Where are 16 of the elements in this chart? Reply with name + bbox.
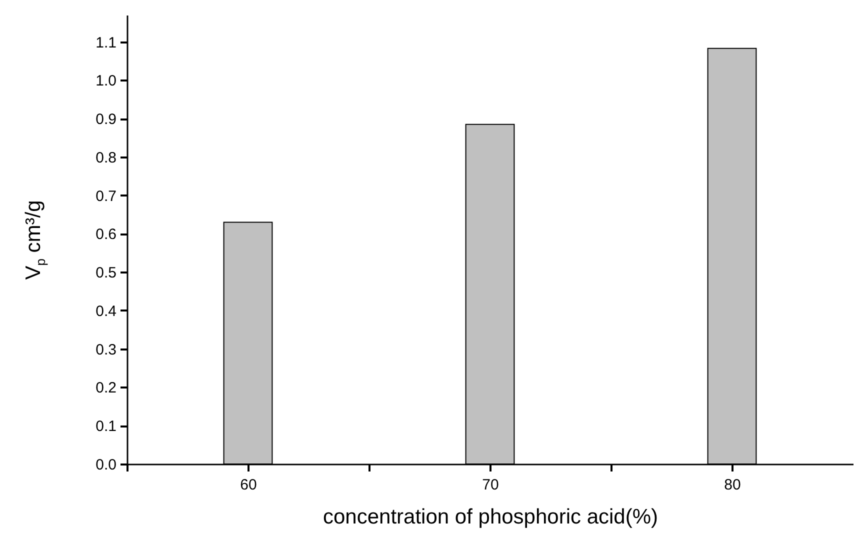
y-tick-label: 0.9 <box>96 111 116 128</box>
x-tick-label: 60 <box>240 476 257 494</box>
y-tick-label: 0.7 <box>96 188 116 205</box>
y-tick-label: 0.3 <box>96 341 116 358</box>
y-tick-label: 0.0 <box>96 456 116 474</box>
x-tick-label: 70 <box>482 476 499 494</box>
y-tick-label: 0.1 <box>96 418 116 436</box>
y-tick-label: 1.0 <box>96 72 116 90</box>
y-tick-label: 0.4 <box>96 302 116 320</box>
x-tick-label: 80 <box>724 476 741 494</box>
y-tick-label: 0.6 <box>96 226 116 244</box>
x-axis-title: concentration of phosphoric acid(%) <box>322 506 658 528</box>
y-tick-label: 1.1 <box>96 34 116 52</box>
y-tick-label: 0.2 <box>96 380 116 397</box>
y-tick-label: 0.5 <box>96 264 116 282</box>
y-tick-label: 0.8 <box>96 149 116 166</box>
